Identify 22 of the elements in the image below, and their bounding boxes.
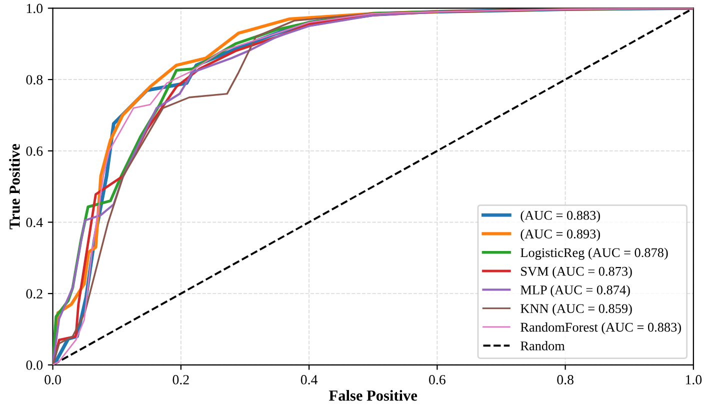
x-tick-label: 0.8: [557, 375, 574, 384]
y-tick-label: 0.8: [26, 75, 43, 85]
x-tick-label: 0.0: [44, 375, 61, 384]
x-axis-title: False Positive: [329, 390, 418, 401]
y-axis-title: True Positive: [9, 144, 20, 230]
x-tick-label: 1.0: [686, 375, 702, 384]
x-tick-label: 0.6: [429, 375, 446, 384]
legend-label: LogisticReg (AUC = 0.878): [520, 248, 668, 260]
y-tick-label: 0.6: [26, 146, 43, 156]
legend-label: MLP (AUC = 0.874): [520, 285, 630, 298]
legend-label: RandomForest (AUC = 0.883): [520, 322, 681, 334]
x-tick-label: 0.4: [300, 375, 318, 384]
legend-label: KNN (AUC = 0.859): [520, 304, 632, 316]
legend-label: (AUC = 0.893): [520, 229, 600, 242]
legend-label: Random: [520, 341, 565, 350]
legend-label: SVM (AUC = 0.873): [521, 266, 632, 278]
legend-label: (AUC = 0.883): [520, 210, 600, 222]
y-tick-label: 1.0: [26, 4, 43, 14]
y-tick-label: 0.4: [26, 218, 43, 228]
y-tick-label: 0.2: [26, 289, 42, 299]
y-tick-label: 0.0: [26, 360, 43, 370]
x-tick-label: 0.2: [172, 375, 189, 384]
